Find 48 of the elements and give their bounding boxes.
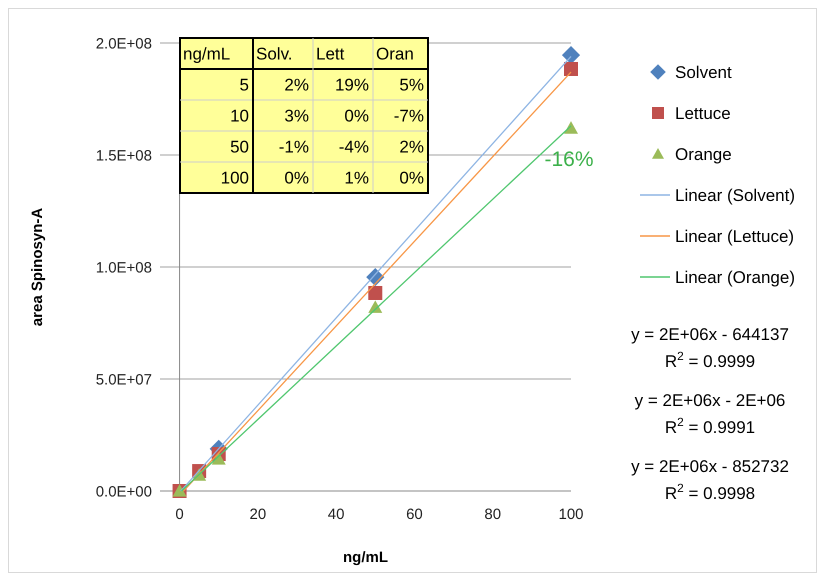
y-axis-title: area Spinosyn-A <box>29 208 46 326</box>
y-tick-label: 5.0E+07 <box>96 371 152 388</box>
annotation: 100 <box>220 168 249 188</box>
annotation: 2% <box>399 137 424 156</box>
text: y = 2E+06x - 644137 <box>631 324 789 344</box>
text: y = 2E+06x - 852732 <box>631 456 789 476</box>
x-tick-label: 60 <box>406 506 423 523</box>
annotation: 10 <box>230 106 249 126</box>
legend-label: Lettuce <box>675 104 731 123</box>
annotation: 5 <box>240 75 249 94</box>
annotation: 2% <box>284 75 309 94</box>
annotation: 3% <box>284 106 309 126</box>
x-tick-label: 40 <box>328 506 344 523</box>
point <box>368 286 382 300</box>
annotation: Lett <box>316 44 345 64</box>
x-tick-label: 20 <box>250 506 266 523</box>
x-axis-title: ng/mL <box>343 549 388 566</box>
annotation: Oran <box>376 44 414 64</box>
y-tick-label: 1.5E+08 <box>96 147 152 164</box>
legend-label: Linear (Solvent) <box>675 186 796 205</box>
annotation: ng/mL <box>183 44 230 64</box>
text: y = 2E+06x - 2E+06 <box>634 390 786 410</box>
text: R$^{2}$ = 0.9991 <box>664 414 756 437</box>
legend-label: Linear (Lettuce) <box>675 226 794 246</box>
legend-label: Linear (Orange) <box>675 268 796 287</box>
text: R$^{2}$ = 0.9998 <box>664 480 756 503</box>
x-tick-label: 0 <box>175 506 184 523</box>
annotation: -7% <box>394 106 424 126</box>
annotation: 19% <box>334 75 369 94</box>
annotation: -4% <box>338 137 369 156</box>
x-tick-label: 100 <box>558 506 584 523</box>
y-tick-label: 2.0E+08 <box>96 35 152 52</box>
annotation: 0% <box>284 168 309 188</box>
annotation: 50 <box>230 137 249 156</box>
text: R$^{2}$ = 0.9999 <box>664 348 756 371</box>
annotation: 0% <box>344 106 369 126</box>
annotation: Solv. <box>256 44 293 64</box>
annotation: 5% <box>399 75 424 94</box>
x-tick-label: 80 <box>484 506 502 523</box>
annotation: 1% <box>344 168 369 188</box>
y-tick-label: 0.0E+00 <box>96 483 152 500</box>
annotation: 0% <box>399 168 424 188</box>
point <box>564 62 578 76</box>
annotation: -1% <box>278 137 309 156</box>
legend-label: Solvent <box>675 62 732 82</box>
annotation: -16% <box>544 148 594 172</box>
y-tick-label: 1.0E+08 <box>96 259 152 276</box>
legend-label: Orange <box>675 144 732 164</box>
